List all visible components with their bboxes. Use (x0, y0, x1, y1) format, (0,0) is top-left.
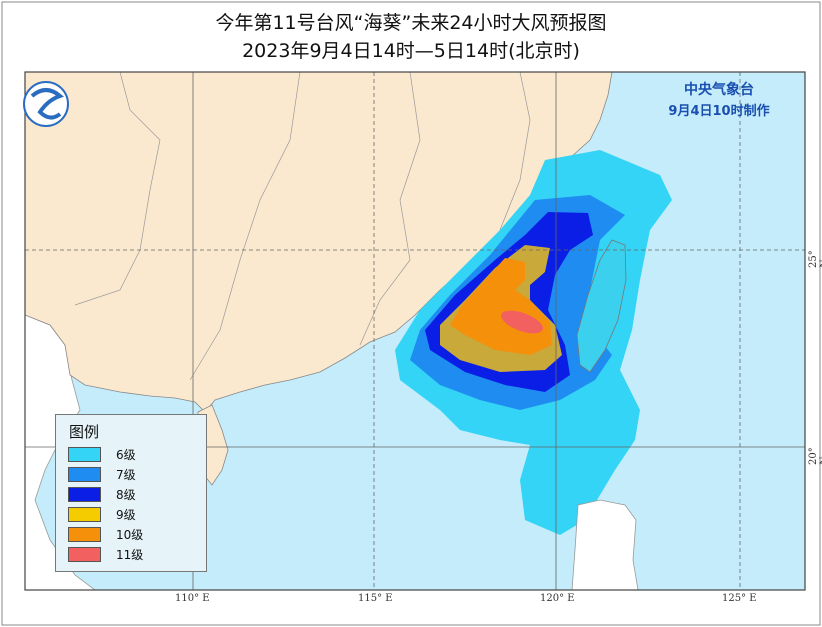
legend-label: 8级 (116, 488, 136, 502)
agency-name: 中央气象台 (684, 82, 754, 98)
legend-label: 11级 (116, 548, 144, 562)
legend-swatch (68, 467, 101, 482)
legend-label: 9级 (116, 508, 136, 522)
legend-swatch (68, 487, 101, 502)
cma-logo-icon (23, 81, 69, 127)
legend-label: 10级 (116, 528, 144, 542)
issue-time: 9月4日10时制作 (668, 104, 770, 119)
lon-label-110: 110° E (175, 593, 210, 604)
map-title: 今年第11号台风“海葵”未来24小时大风预报图 (215, 12, 607, 34)
lat-label-20: 20° N (808, 447, 822, 465)
lat-label-25: 25° N (808, 250, 822, 268)
map-frame (24, 71, 806, 591)
lon-label-125: 125° E (722, 593, 757, 604)
legend: 图例 6级 7级 8级 9级 10级 11级 (55, 414, 207, 572)
lon-label-120: 120° E (540, 593, 575, 604)
luzon-island (571, 499, 639, 590)
legend-swatch (68, 507, 101, 522)
lon-label-115: 115° E (358, 593, 393, 604)
province-borders (74, 72, 531, 381)
legend-swatch (68, 547, 101, 562)
taiwan-island (576, 239, 627, 373)
legend-swatch (68, 447, 101, 462)
legend-swatch (68, 527, 101, 542)
legend-label: 6级 (116, 448, 136, 462)
wind-zone-11 (501, 310, 543, 334)
legend-title: 图例 (69, 423, 100, 441)
map-subtitle: 2023年9月4日14时—5日14时(北京时) (242, 40, 580, 62)
legend-label: 7级 (116, 468, 136, 482)
